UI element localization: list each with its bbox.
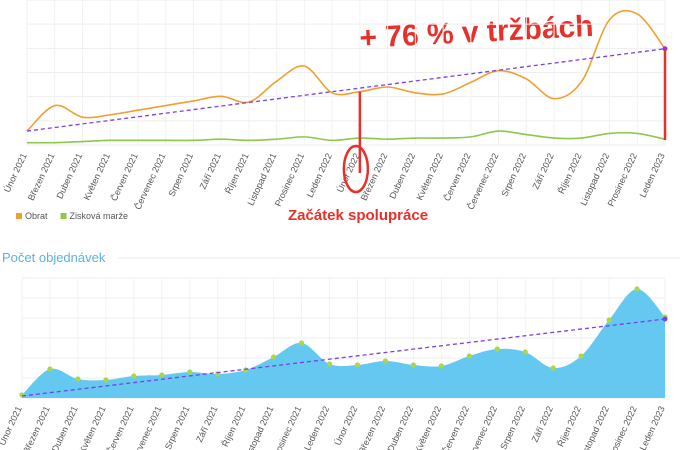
- x-tick-label: Září 2021: [198, 152, 223, 191]
- x-tick-label: Březen 2021: [26, 152, 57, 202]
- marker: [243, 367, 249, 373]
- marker: [550, 365, 556, 371]
- marker: [187, 369, 193, 375]
- legend-label: Obrat: [25, 211, 48, 221]
- x-tick-label: Únor 2021: [0, 405, 24, 447]
- x-tick-label: Duben 2022: [385, 405, 415, 450]
- marker: [634, 286, 640, 292]
- x-tick-label: Březen 2022: [357, 405, 388, 450]
- trendline: [26, 48, 666, 132]
- x-tick-label: Říjen 2021: [223, 152, 250, 196]
- x-tick-label: Leden 2022: [305, 152, 334, 199]
- marker: [522, 349, 528, 355]
- x-tick-label: Červen 2021: [109, 152, 140, 203]
- line: [26, 130, 666, 144]
- x-tick-label: Duben 2021: [54, 152, 84, 201]
- x-tick-label: Duben 2022: [387, 152, 417, 201]
- marker: [271, 354, 277, 360]
- x-tick-label: Září 2022: [531, 152, 556, 191]
- x-tick-label: Říjen 2022: [555, 405, 582, 449]
- x-tick-label: Červenec 2022: [466, 152, 501, 212]
- marker: [438, 363, 444, 369]
- x-tick-label: Leden 2022: [302, 405, 331, 450]
- x-tick-label: Listopad 2021: [245, 152, 278, 207]
- x-tick-label: Říjen 2022: [556, 152, 583, 196]
- line: [26, 9, 666, 132]
- marker: [19, 392, 25, 398]
- trendline: [21, 318, 666, 397]
- x-tick-label: Srpen 2022: [499, 152, 528, 198]
- chart-title: Počet objednávek: [2, 250, 106, 265]
- x-tick-label: Leden 2023: [638, 152, 667, 199]
- x-tick-label: Listopad 2022: [578, 152, 611, 207]
- marker: [382, 358, 389, 364]
- x-tick-label: Červenec 2021: [133, 152, 168, 212]
- x-tick-label: Srpen 2021: [163, 405, 192, 450]
- x-tick-label: Listopad 2021: [242, 405, 275, 450]
- x-tick-label: Prosinec 2022: [606, 152, 639, 208]
- x-tick-label: Říjen 2021: [220, 405, 247, 449]
- start-annotation: Začátek spolupráce: [288, 207, 428, 224]
- marker: [159, 372, 165, 378]
- legend-swatch: [60, 213, 67, 219]
- marker: [326, 361, 333, 367]
- x-tick-label: Březen 2021: [21, 405, 52, 450]
- x-tick-label: Listopad 2022: [578, 405, 611, 450]
- x-tick-label: Červen 2021: [105, 405, 136, 450]
- marker: [606, 317, 612, 323]
- area: [22, 288, 665, 398]
- x-tick-label: Květen 2021: [77, 405, 107, 450]
- trend-end: [662, 316, 668, 322]
- marker: [47, 366, 53, 372]
- marker: [103, 377, 109, 383]
- x-tick-label: Duben 2021: [50, 405, 80, 450]
- x-tick-label: Srpen 2021: [167, 152, 196, 198]
- marker: [466, 353, 472, 359]
- x-tick-label: Květen 2021: [82, 152, 112, 202]
- x-tick-label: Září 2022: [530, 405, 555, 444]
- marker: [298, 340, 305, 346]
- highlight-circle: [342, 144, 370, 194]
- marker: [354, 362, 361, 368]
- x-tick-label: Prosinec 2022: [605, 405, 638, 450]
- x-tick-label: Prosinec 2021: [270, 405, 303, 450]
- x-tick-label: Únor 2022: [332, 405, 359, 447]
- x-tick-label: Září 2021: [194, 405, 219, 444]
- x-tick-label: Červen 2022: [440, 405, 471, 450]
- x-tick-label: Leden 2023: [638, 405, 667, 450]
- x-tick-label: Květen 2022: [414, 152, 444, 202]
- marker: [494, 346, 500, 352]
- marker: [410, 362, 416, 368]
- x-tick-label: Srpen 2022: [498, 405, 527, 450]
- marker: [131, 373, 137, 379]
- x-tick-label: Únor 2021: [2, 152, 29, 194]
- x-tick-label: Prosinec 2021: [273, 152, 306, 208]
- marker: [75, 376, 81, 382]
- legend-swatch: [16, 213, 22, 219]
- x-tick-label: Březen 2022: [359, 152, 390, 202]
- legend-label: Zisková marže: [70, 211, 129, 221]
- x-tick-label: Květen 2022: [413, 405, 443, 450]
- x-tick-label: Červen 2022: [442, 152, 473, 203]
- marker: [578, 353, 584, 359]
